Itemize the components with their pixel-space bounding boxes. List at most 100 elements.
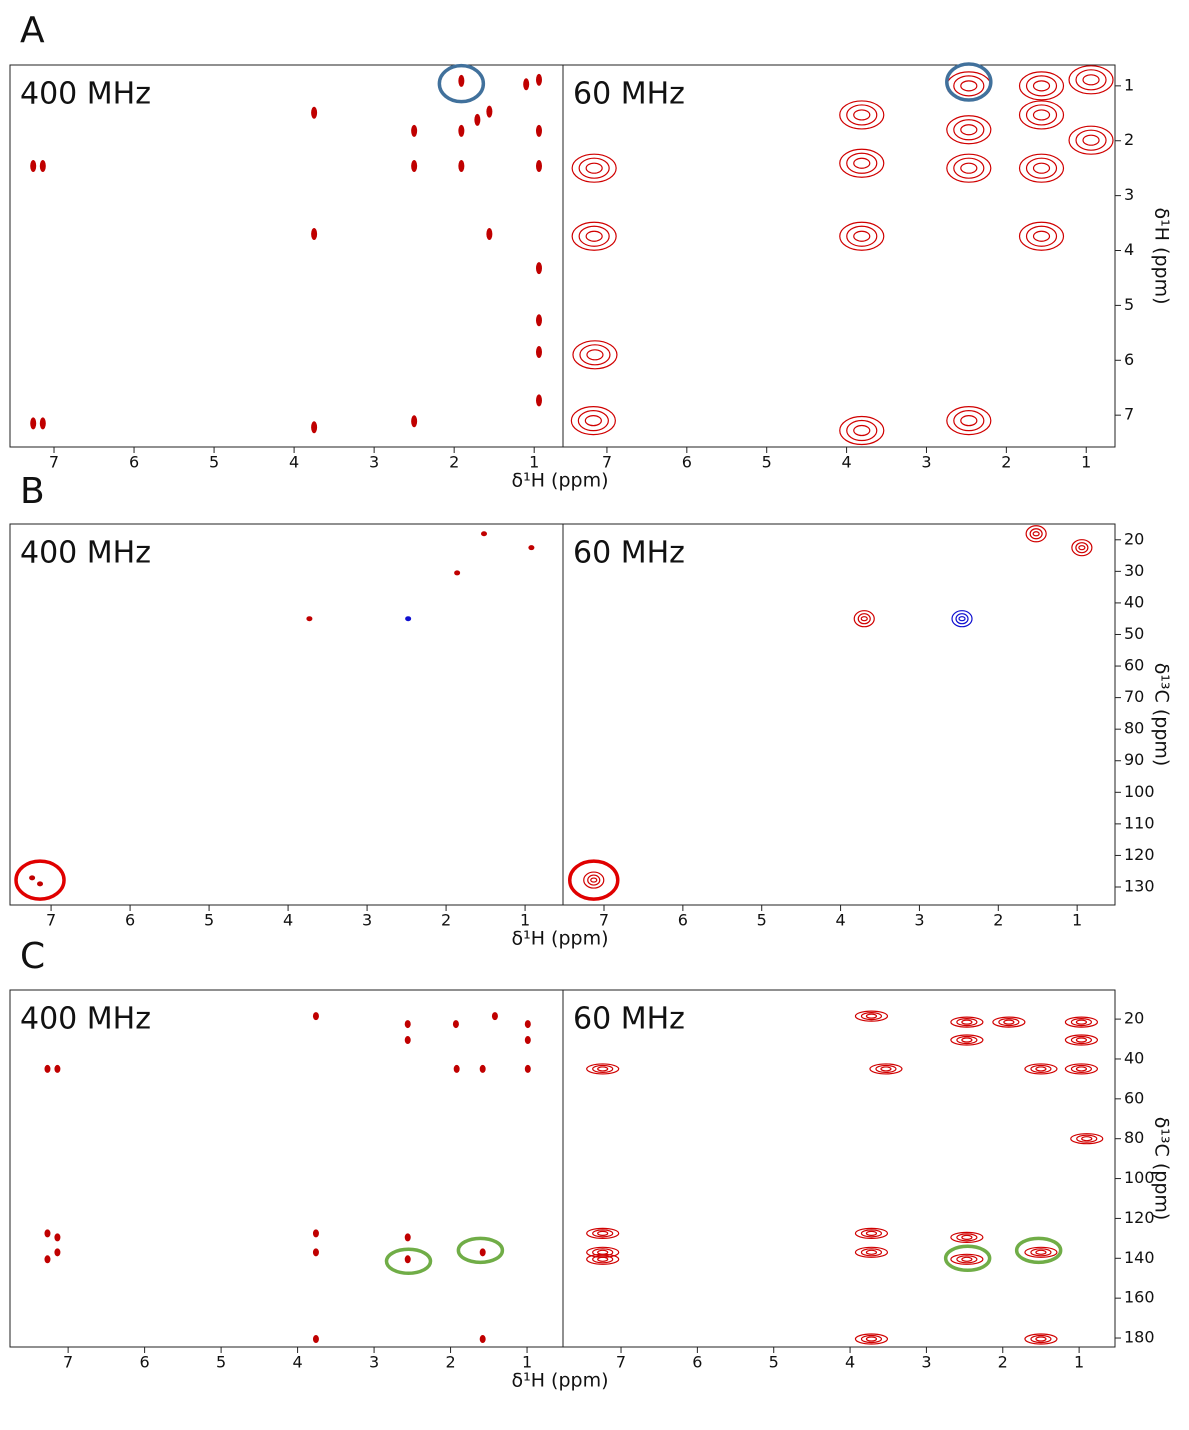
peak xyxy=(39,417,46,430)
contour-ring xyxy=(961,1037,973,1043)
y-tick-label: 80 xyxy=(1124,719,1144,738)
contour-ring xyxy=(854,1246,889,1258)
peak xyxy=(583,871,605,889)
contour-ring xyxy=(579,344,611,366)
contour-ring xyxy=(839,221,885,251)
x-tick-label: 7 xyxy=(46,911,56,930)
highlight-circle xyxy=(1014,1236,1063,1265)
highlight-circle xyxy=(568,859,620,901)
x-tick-label: 2 xyxy=(1001,453,1011,472)
contour-ring xyxy=(1030,1064,1052,1074)
contour-ring xyxy=(950,1034,984,1046)
peak xyxy=(474,113,481,126)
contour-ring xyxy=(869,1063,903,1075)
peak xyxy=(479,1248,486,1257)
peak xyxy=(946,115,992,145)
peak xyxy=(854,1010,889,1022)
contour-ring xyxy=(951,610,973,628)
x-tick-label: 6 xyxy=(129,453,139,472)
contour-ring xyxy=(853,230,871,242)
peak xyxy=(839,221,885,251)
contour-ring xyxy=(1018,153,1065,183)
contour-ring xyxy=(1018,221,1065,251)
y-tick-label: 100 xyxy=(1124,1168,1155,1187)
contour-ring xyxy=(860,1248,883,1257)
contour-ring xyxy=(860,1334,883,1344)
y-tick-label: 30 xyxy=(1124,561,1144,580)
peak xyxy=(1024,1333,1058,1345)
contour-ring xyxy=(571,221,617,251)
x-tick-label: 4 xyxy=(283,911,293,930)
contour-ring xyxy=(586,1063,620,1075)
contour-ring xyxy=(584,415,602,427)
x-tick-label: 7 xyxy=(602,453,612,472)
contour-ring xyxy=(865,1249,878,1255)
peak xyxy=(44,1255,51,1264)
peak xyxy=(29,875,36,881)
peak xyxy=(524,1036,531,1045)
contour-ring xyxy=(961,1256,973,1262)
contour-ring xyxy=(597,1230,609,1236)
contour-ring xyxy=(1075,69,1107,91)
peak xyxy=(853,610,875,628)
y-tick-label: 120 xyxy=(1124,1208,1155,1227)
contour-ring xyxy=(946,115,992,145)
contour-ring xyxy=(1082,74,1100,86)
x-tick-label: 6 xyxy=(692,1353,702,1372)
peak xyxy=(479,1064,486,1073)
peak xyxy=(854,1246,889,1258)
x-tick-label: 5 xyxy=(216,1353,226,1372)
contour-ring xyxy=(592,1229,614,1238)
peak xyxy=(486,105,493,118)
x-tick-label: 4 xyxy=(289,453,299,472)
peak xyxy=(854,1227,889,1239)
contour-ring xyxy=(853,109,871,121)
peak xyxy=(950,1253,984,1265)
peak xyxy=(839,100,885,130)
x-tick-label: 2 xyxy=(998,1353,1008,1372)
peak xyxy=(1024,1246,1058,1258)
contour-ring xyxy=(946,153,992,183)
x-tick-label: 7 xyxy=(599,911,609,930)
contour-ring xyxy=(1024,1333,1058,1345)
peak xyxy=(571,221,617,251)
x-axis-label: δ¹H (ppm) xyxy=(511,1370,608,1392)
x-tick-label: 5 xyxy=(769,1353,779,1372)
contour-ring xyxy=(1035,1336,1047,1342)
peak xyxy=(312,1248,319,1257)
peak xyxy=(1018,221,1065,251)
panel-label: C xyxy=(20,936,45,977)
y-tick-label: 4 xyxy=(1124,240,1134,259)
subplot-title: 400 MHz xyxy=(20,536,151,571)
contour-ring xyxy=(1075,129,1107,151)
contour-ring xyxy=(953,410,985,432)
x-tick-label: 1 xyxy=(1072,911,1082,930)
contour-ring xyxy=(592,1255,614,1264)
x-tick-label: 3 xyxy=(369,1353,379,1372)
x-tick-label: 4 xyxy=(841,453,851,472)
contour-ring xyxy=(1024,1063,1058,1075)
contour-ring xyxy=(953,119,985,141)
contour-ring xyxy=(1032,109,1051,121)
contour-ring xyxy=(1064,1034,1099,1046)
peak xyxy=(570,406,616,436)
contour-ring xyxy=(960,80,978,92)
peak xyxy=(54,1248,61,1257)
peak xyxy=(30,417,37,430)
peak xyxy=(1068,125,1114,155)
contour-ring xyxy=(998,1017,1020,1027)
contour-ring xyxy=(1032,531,1040,537)
peak xyxy=(1068,65,1114,95)
highlight-circle xyxy=(14,859,66,901)
peak xyxy=(1018,153,1065,183)
contour-ring xyxy=(1025,75,1058,97)
contour-ring xyxy=(1030,1248,1052,1257)
highlight-circle xyxy=(384,1247,433,1276)
contour-ring xyxy=(1025,157,1058,179)
peak xyxy=(30,159,37,172)
contour-ring xyxy=(1076,1134,1098,1143)
y-tick-label: 40 xyxy=(1124,592,1144,611)
x-tick-label: 6 xyxy=(140,1353,150,1372)
highlight-circle xyxy=(943,1244,992,1273)
peak xyxy=(1071,539,1093,557)
